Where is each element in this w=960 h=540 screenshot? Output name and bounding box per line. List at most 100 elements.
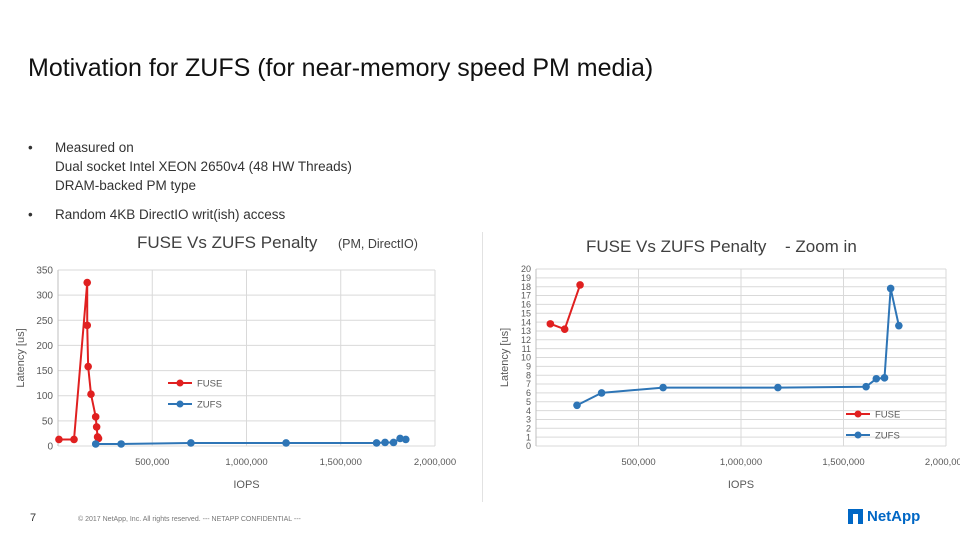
zufs-data-point — [774, 383, 782, 392]
x-tick-label: 2,000,000 — [925, 457, 960, 468]
zufs-data-point — [117, 440, 125, 448]
bullet-line: DRAM-backed PM type — [55, 178, 197, 193]
fuse-data-point — [83, 321, 92, 330]
legend-label-zufs: ZUFS — [197, 400, 222, 411]
legend-marker-fuse — [854, 410, 862, 418]
chart-subtitle: (PM, DirectIO) — [338, 237, 418, 251]
chart-title: FUSE Vs ZUFS Penalty — [586, 237, 767, 256]
zufs-data-point — [872, 374, 881, 383]
zufs-series-line — [95, 437, 406, 445]
y-tick-label: 4 — [526, 406, 531, 416]
zufs-data-point — [886, 284, 895, 293]
y-tick-label: 16 — [521, 300, 531, 310]
fuse-data-point — [84, 362, 92, 371]
bullet-list: • Measured on Dual socket Intel XEON 265… — [28, 138, 352, 234]
fuse-data-point — [55, 435, 63, 444]
zufs-data-point — [372, 439, 381, 447]
x-axis-label: IOPS — [728, 479, 754, 491]
bullet-item: • Random 4KB DirectIO writ(ish) access — [28, 205, 352, 224]
legend-marker-zufs — [854, 431, 862, 439]
legend-label-fuse: FUSE — [197, 379, 222, 390]
y-tick-label: 5 — [526, 397, 531, 407]
legend-marker-fuse — [176, 379, 184, 387]
y-tick-label: 10 — [521, 353, 531, 363]
x-tick-label: 500,000 — [135, 457, 169, 468]
x-tick-label: 1,500,000 — [822, 457, 864, 468]
x-tick-label: 500,000 — [621, 457, 655, 468]
y-tick-label: 50 — [42, 416, 54, 427]
zufs-data-point — [895, 321, 903, 330]
y-tick-label: 9 — [526, 362, 531, 372]
zufs-data-point — [396, 434, 404, 443]
bullet-lines: Random 4KB DirectIO writ(ish) access — [55, 205, 285, 224]
fuse-data-point — [91, 413, 100, 421]
logo-text: NetApp — [867, 508, 921, 525]
zufs-data-point — [282, 439, 290, 447]
bullet-line: Dual socket Intel XEON 2650v4 (48 HW Thr… — [55, 159, 352, 174]
fuse-data-point — [546, 320, 555, 328]
zufs-data-point — [91, 440, 100, 448]
legend-label-zufs: ZUFS — [875, 431, 900, 442]
y-tick-label: 1 — [526, 432, 531, 442]
y-tick-label: 11 — [522, 344, 531, 354]
y-tick-label: 100 — [36, 391, 53, 402]
bullet-glyph: • — [28, 207, 33, 222]
y-tick-label: 3 — [526, 415, 531, 425]
y-tick-label: 19 — [521, 273, 531, 283]
y-tick-label: 350 — [36, 266, 53, 277]
y-tick-label: 15 — [521, 308, 531, 318]
chart-zoom-in: FUSE Vs ZUFS Penalty - Zoom in01234567891… — [499, 237, 960, 491]
fuse-data-point — [83, 278, 92, 287]
zufs-data-point — [573, 401, 581, 410]
zufs-data-point — [880, 374, 889, 382]
zufs-data-point — [659, 383, 667, 392]
x-tick-label: 2,000,000 — [414, 457, 456, 468]
y-tick-label: 200 — [36, 341, 53, 352]
bullet-line: Random 4KB DirectIO writ(ish) access — [55, 207, 286, 222]
slide-title: Motivation for ZUFS (for near-memory spe… — [28, 54, 654, 82]
fuse-data-point — [560, 325, 569, 333]
y-tick-label: 13 — [521, 326, 531, 336]
footer-confidential: © 2017 NetApp, Inc. All rights reserved.… — [78, 516, 301, 523]
chart-full-range: FUSE Vs ZUFS Penalty (PM, DirectIO) 0 50 100… — [15, 233, 456, 491]
chart-title: FUSE Vs ZUFS Penalty — [137, 233, 318, 252]
y-tick-label: 17 — [521, 291, 531, 301]
bullet-item: • Measured on Dual socket Intel XEON 265… — [28, 138, 352, 195]
y-tick-label: 14 — [521, 317, 531, 327]
y-tick-label: 0 — [526, 441, 531, 451]
fuse-data-point — [70, 435, 78, 444]
y-tick-label: 300 — [36, 291, 53, 302]
y-tick-label: 150 — [36, 366, 53, 377]
y-tick-label: 20 — [521, 264, 531, 274]
fuse-data-point — [92, 423, 101, 431]
y-tick-label: 18 — [521, 282, 531, 292]
y-tick-label: 6 — [526, 388, 531, 398]
zufs-data-point — [862, 382, 870, 391]
x-tick-label: 1,500,000 — [320, 457, 362, 468]
fuse-series-line — [58, 281, 100, 441]
legend-label-fuse: FUSE — [875, 410, 900, 421]
zufs-series-line — [576, 287, 900, 407]
y-tick-label: 2 — [526, 423, 531, 433]
legend-marker-zufs — [176, 400, 184, 408]
zufs-data-point — [187, 439, 195, 447]
netapp-logo-icon — [848, 509, 863, 524]
y-tick-label: 0 — [47, 442, 53, 453]
y-tick-label: 7 — [526, 379, 531, 389]
x-tick-label: 1,000,000 — [225, 457, 267, 468]
zufs-data-point — [381, 438, 389, 447]
y-axis-label: Latency [us] — [15, 328, 27, 387]
bullet-glyph: • — [28, 140, 33, 155]
chart-divider — [482, 232, 483, 502]
zufs-data-point — [401, 435, 410, 444]
y-axis-label: Latency [us] — [499, 328, 511, 387]
chart-subtitle: - Zoom in — [785, 237, 857, 256]
fuse-data-point — [87, 390, 95, 399]
bullet-lines: Measured on Dual socket Intel XEON 2650v… — [55, 138, 352, 195]
y-tick-label: 12 — [521, 335, 531, 345]
bullet-line: Measured on — [55, 140, 134, 155]
y-tick-label: 8 — [526, 370, 531, 380]
x-tick-label: 1,000,000 — [720, 457, 762, 468]
fuse-data-point — [576, 281, 584, 289]
x-axis-label: IOPS — [233, 479, 259, 491]
